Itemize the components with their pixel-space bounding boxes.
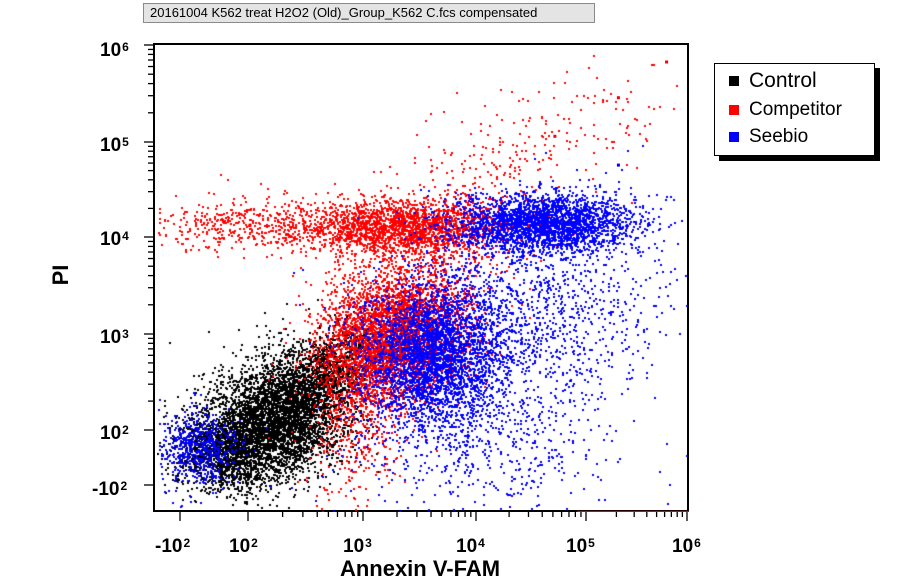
y-tick-label: 102: [100, 423, 129, 444]
data-point-control: [294, 419, 298, 423]
y-tick-label: 106: [100, 40, 129, 61]
data-point-competitor: [616, 96, 620, 100]
data-point-control: [272, 410, 275, 414]
data-point-seebio: [575, 226, 579, 230]
data-point-control: [277, 401, 281, 405]
data-point-competitor: [431, 226, 435, 230]
x-tick-label: 104: [456, 536, 485, 557]
data-point-competitor: [372, 349, 376, 353]
data-point-competitor: [363, 233, 367, 237]
data-point-seebio: [417, 349, 421, 353]
data-point-competitor: [553, 134, 557, 138]
data-point-control: [296, 403, 300, 407]
data-point-seebio: [431, 338, 435, 342]
y-tick-label: 104: [100, 229, 129, 250]
data-point-seebio: [616, 163, 620, 167]
y-tick-label: 105: [100, 135, 129, 156]
x-axis-label: Annexin V-FAM: [339, 556, 501, 581]
data-point-seebio: [425, 372, 428, 376]
data-point-competitor: [442, 208, 446, 212]
data-point-competitor: [397, 220, 401, 224]
data-point-competitor: [417, 223, 421, 227]
data-point-competitor: [397, 305, 401, 309]
data-point-seebio: [586, 223, 590, 227]
plot-area: [153, 43, 689, 512]
data-point-seebio: [529, 218, 532, 222]
data-point-competitor: [665, 60, 669, 64]
legend-swatch-competitor: [729, 105, 739, 115]
x-tick-label: 106: [672, 536, 701, 557]
data-point-seebio: [451, 326, 455, 330]
legend-item-control: Control: [729, 70, 817, 92]
data-point-control: [241, 438, 245, 442]
data-point-control: [358, 343, 362, 347]
data-point-control: [248, 436, 252, 439]
data-point-competitor: [417, 288, 421, 292]
data-point-control: [299, 416, 303, 420]
data-point-competitor: [383, 334, 387, 338]
data-point-competitor: [383, 226, 387, 230]
data-point-competitor: [338, 230, 341, 233]
data-point-competitor: [303, 220, 307, 224]
data-point-control: [308, 397, 312, 401]
data-point-seebio: [542, 223, 546, 227]
x-tick-label: 103: [343, 536, 372, 557]
legend-label: Competitor: [749, 99, 842, 120]
data-point-seebio: [241, 441, 245, 445]
data-point-seebio: [562, 220, 566, 224]
data-point-competitor: [248, 223, 252, 227]
plot-title: 20161004 K562 treat H2O2 (Old)_Group_K56…: [143, 3, 595, 23]
data-point-competitor: [408, 230, 412, 233]
x-tick-label: 102: [229, 536, 258, 557]
legend: Control Competitor Seebio: [714, 63, 875, 156]
data-point-seebio: [509, 288, 513, 292]
y-tick-label: 103: [100, 327, 129, 348]
data-point-seebio: [465, 384, 469, 388]
legend-item-seebio: Seebio: [729, 126, 808, 148]
data-point-control: [345, 355, 349, 359]
data-points-layer: [231, 60, 669, 445]
y-axis-label: PI: [48, 264, 73, 286]
data-point-control: [311, 392, 315, 396]
y-tick-label: -102: [92, 479, 128, 500]
data-point-control: [287, 426, 291, 430]
legend-label: Seebio: [749, 126, 809, 147]
legend-swatch-seebio: [729, 132, 739, 142]
data-point-competitor: [352, 338, 356, 342]
data-point-control: [317, 384, 321, 388]
legend-label: Control: [749, 69, 817, 92]
dot-density-canvas: [157, 47, 689, 512]
x-tick-label: -102: [155, 536, 191, 557]
data-point-seebio: [553, 230, 557, 233]
data-point-seebio: [231, 433, 235, 437]
data-point-seebio: [495, 343, 499, 347]
data-point-competitor: [408, 317, 412, 321]
legend-item-competitor: Competitor: [729, 99, 842, 121]
data-point-control: [261, 430, 265, 434]
data-point-control: [268, 422, 272, 426]
data-point-seebio: [234, 438, 238, 442]
data-point-seebio: [408, 355, 412, 359]
data-point-control: [283, 413, 287, 417]
data-point-control: [328, 378, 332, 382]
data-point-competitor: [363, 363, 367, 367]
data-point-seebio: [442, 363, 446, 367]
data-point-seebio: [476, 305, 480, 309]
data-point-control: [338, 367, 341, 371]
legend-swatch-control: [729, 76, 739, 86]
data-point-control: [257, 433, 261, 437]
data-point-control: [303, 406, 307, 409]
x-tick-label: 105: [566, 536, 595, 557]
